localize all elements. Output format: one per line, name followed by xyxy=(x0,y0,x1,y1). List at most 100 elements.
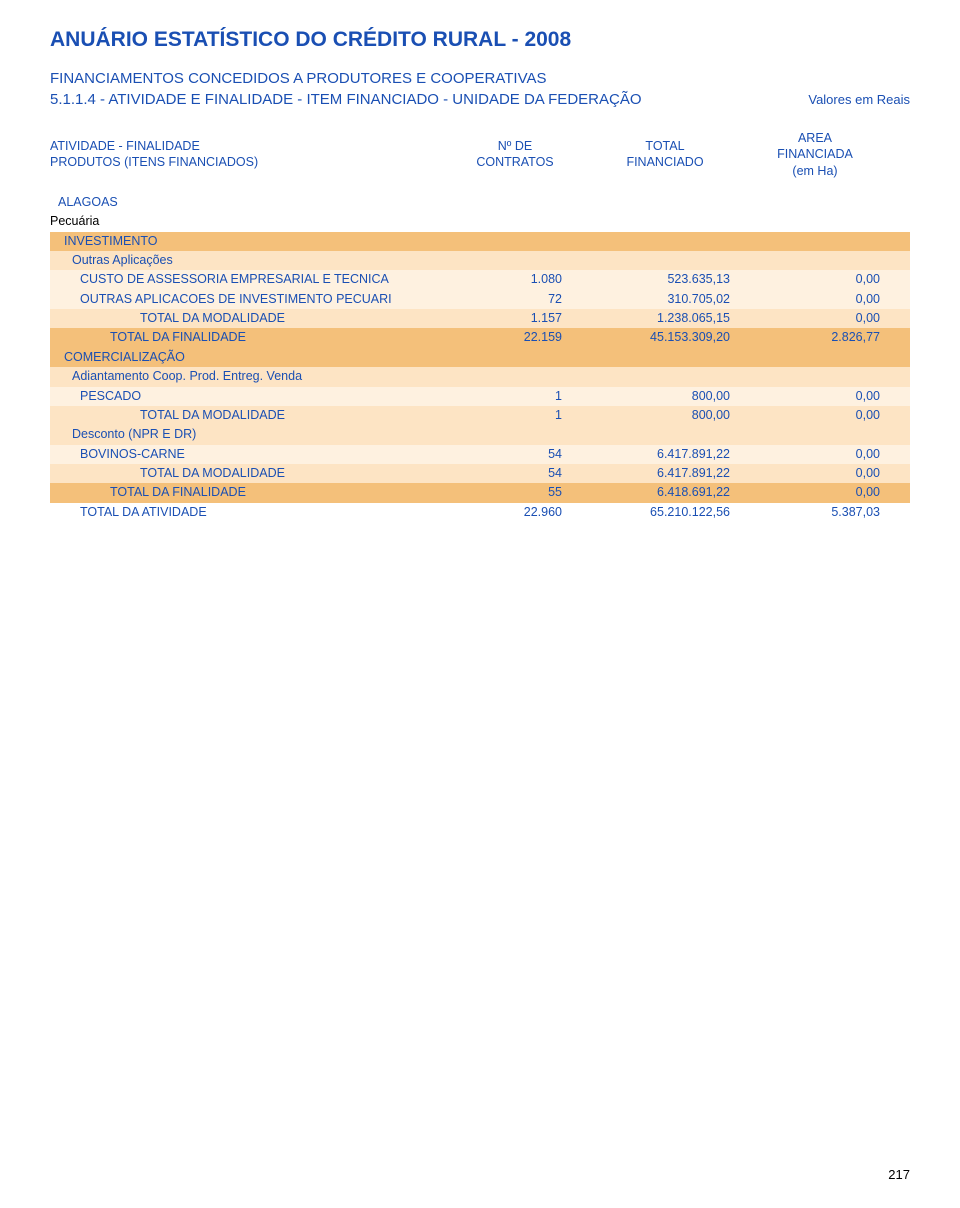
product-row: PESCADO 1 800,00 0,00 xyxy=(50,387,910,406)
total-activity-total: 65.210.122,56 xyxy=(590,503,740,522)
activity-row: Pecuária xyxy=(50,212,910,231)
empty-cell xyxy=(440,425,590,444)
empty-cell xyxy=(590,367,740,386)
total-finality-total: 45.153.309,20 xyxy=(590,328,740,347)
total-finality-area: 2.826,77 xyxy=(740,328,890,347)
total-modality-total: 6.417.891,22 xyxy=(590,464,740,483)
modality-label: Outras Aplicações xyxy=(50,251,440,270)
total-activity-label: TOTAL DA ATIVIDADE xyxy=(50,503,440,522)
activity-label: Pecuária xyxy=(50,212,440,231)
product-label: PESCADO xyxy=(50,387,440,406)
table-header: ATIVIDADE - FINALIDADE PRODUTOS (ITENS F… xyxy=(50,130,910,179)
total-modality-row: TOTAL DA MODALIDADE 54 6.417.891,22 0,00 xyxy=(50,464,910,483)
section-code: 5.1.1.4 - ATIVIDADE E FINALIDADE - ITEM … xyxy=(50,91,642,108)
product-contracts: 72 xyxy=(440,290,590,309)
region-label: ALAGOAS xyxy=(50,193,440,212)
empty-cell xyxy=(590,212,740,231)
total-activity-row: TOTAL DA ATIVIDADE 22.960 65.210.122,56 … xyxy=(50,503,910,522)
product-area: 0,00 xyxy=(740,445,890,464)
product-contracts: 1 xyxy=(440,387,590,406)
total-finality-label: TOTAL DA FINALIDADE xyxy=(50,483,440,502)
modality-header: Outras Aplicações xyxy=(50,251,910,270)
header-col-contracts: Nº DE CONTRATOS xyxy=(440,130,590,179)
empty-cell xyxy=(740,212,890,231)
region-row: ALAGOAS xyxy=(50,193,910,212)
empty-cell xyxy=(590,193,740,212)
total-modality-row: TOTAL DA MODALIDADE 1.157 1.238.065,15 0… xyxy=(50,309,910,328)
total-modality-row: TOTAL DA MODALIDADE 1 800,00 0,00 xyxy=(50,406,910,425)
product-row: OUTRAS APLICACOES DE INVESTIMENTO PECUAR… xyxy=(50,290,910,309)
empty-cell xyxy=(440,212,590,231)
product-area: 0,00 xyxy=(740,270,890,289)
empty-cell xyxy=(740,425,890,444)
header-left-2: PRODUTOS (ITENS FINANCIADOS) xyxy=(50,154,440,171)
page-number: 217 xyxy=(888,1167,910,1182)
total-modality-total: 800,00 xyxy=(590,406,740,425)
empty-cell xyxy=(740,232,890,251)
finality-header: COMERCIALIZAÇÃO xyxy=(50,348,910,367)
empty-cell xyxy=(440,367,590,386)
total-finality-area: 0,00 xyxy=(740,483,890,502)
header-col-area: AREA FINANCIADA (em Ha) xyxy=(740,130,890,179)
empty-cell xyxy=(440,348,590,367)
product-label: CUSTO DE ASSESSORIA EMPRESARIAL E TECNIC… xyxy=(50,270,440,289)
page-title: ANUÁRIO ESTATÍSTICO DO CRÉDITO RURAL - 2… xyxy=(50,28,910,52)
total-finality-row: TOTAL DA FINALIDADE 22.159 45.153.309,20… xyxy=(50,328,910,347)
finality-label: COMERCIALIZAÇÃO xyxy=(50,348,440,367)
header-col-total: TOTAL FINANCIADO xyxy=(590,130,740,179)
product-contracts: 54 xyxy=(440,445,590,464)
empty-cell xyxy=(740,193,890,212)
total-finality-contracts: 22.159 xyxy=(440,328,590,347)
values-note: Valores em Reais xyxy=(808,92,910,107)
empty-cell xyxy=(440,232,590,251)
total-modality-label: TOTAL DA MODALIDADE xyxy=(50,406,440,425)
product-total: 800,00 xyxy=(590,387,740,406)
total-modality-label: TOTAL DA MODALIDADE xyxy=(50,309,440,328)
finality-label: INVESTIMENTO xyxy=(50,232,440,251)
header-col2-a: TOTAL xyxy=(590,138,740,154)
modality-label: Desconto (NPR E DR) xyxy=(50,425,440,444)
empty-cell xyxy=(740,251,890,270)
header-left-1: ATIVIDADE - FINALIDADE xyxy=(50,138,440,155)
product-total: 6.417.891,22 xyxy=(590,445,740,464)
header-col2-b: FINANCIADO xyxy=(590,154,740,170)
total-modality-contracts: 1 xyxy=(440,406,590,425)
header-col1-a: Nº DE xyxy=(440,138,590,154)
empty-cell xyxy=(590,425,740,444)
modality-header: Adiantamento Coop. Prod. Entreg. Venda xyxy=(50,367,910,386)
total-modality-total: 1.238.065,15 xyxy=(590,309,740,328)
total-finality-label: TOTAL DA FINALIDADE xyxy=(50,328,440,347)
finality-header: INVESTIMENTO xyxy=(50,232,910,251)
product-label: BOVINOS-CARNE xyxy=(50,445,440,464)
section-line: 5.1.1.4 - ATIVIDADE E FINALIDADE - ITEM … xyxy=(50,91,910,108)
total-modality-area: 0,00 xyxy=(740,406,890,425)
product-total: 523.635,13 xyxy=(590,270,740,289)
header-col1-b: CONTRATOS xyxy=(440,154,590,170)
empty-cell xyxy=(440,193,590,212)
empty-cell xyxy=(590,251,740,270)
product-total: 310.705,02 xyxy=(590,290,740,309)
total-activity-contracts: 22.960 xyxy=(440,503,590,522)
total-finality-total: 6.418.691,22 xyxy=(590,483,740,502)
product-row: CUSTO DE ASSESSORIA EMPRESARIAL E TECNIC… xyxy=(50,270,910,289)
empty-cell xyxy=(590,232,740,251)
total-modality-label: TOTAL DA MODALIDADE xyxy=(50,464,440,483)
empty-cell xyxy=(440,251,590,270)
empty-cell xyxy=(590,348,740,367)
total-modality-contracts: 1.157 xyxy=(440,309,590,328)
total-modality-area: 0,00 xyxy=(740,309,890,328)
product-label: OUTRAS APLICACOES DE INVESTIMENTO PECUAR… xyxy=(50,290,440,309)
modality-label: Adiantamento Coop. Prod. Entreg. Venda xyxy=(50,367,440,386)
product-contracts: 1.080 xyxy=(440,270,590,289)
product-row: BOVINOS-CARNE 54 6.417.891,22 0,00 xyxy=(50,445,910,464)
empty-cell xyxy=(740,367,890,386)
header-col3-a: AREA xyxy=(740,130,890,146)
page: ANUÁRIO ESTATÍSTICO DO CRÉDITO RURAL - 2… xyxy=(0,0,960,1208)
total-modality-area: 0,00 xyxy=(740,464,890,483)
total-finality-contracts: 55 xyxy=(440,483,590,502)
header-left: ATIVIDADE - FINALIDADE PRODUTOS (ITENS F… xyxy=(50,130,440,179)
total-activity-area: 5.387,03 xyxy=(740,503,890,522)
product-area: 0,00 xyxy=(740,387,890,406)
header-col3-c: (em Ha) xyxy=(740,163,890,179)
page-subtitle: FINANCIAMENTOS CONCEDIDOS A PRODUTORES E… xyxy=(50,70,910,87)
